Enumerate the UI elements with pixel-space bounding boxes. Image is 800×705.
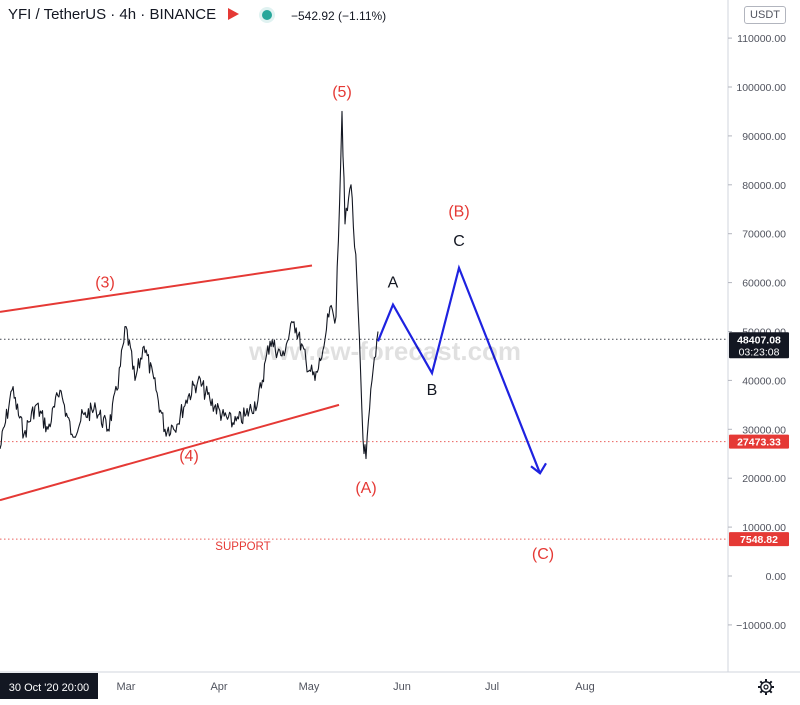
wave-label: (4) — [179, 448, 199, 465]
time-tick-label: Mar — [117, 681, 136, 693]
price-tag-countdown: 03:23:08 — [739, 346, 780, 358]
wave-label: B — [427, 382, 438, 399]
time-tick-label: Apr — [210, 681, 227, 693]
wave-label: C — [453, 233, 465, 250]
upper-trendline[interactable] — [0, 264, 313, 313]
wave-label: (3) — [95, 274, 115, 291]
crosshair-time-tag — [0, 673, 98, 699]
y-tick-label: 110000.00 — [737, 33, 786, 45]
price-change: −542.92 (−1.11%) — [291, 9, 387, 23]
flag-icon[interactable] — [228, 8, 239, 20]
time-tick-label: Jul — [485, 681, 499, 693]
y-tick-label: 20000.00 — [742, 473, 786, 485]
wave-label: (B) — [448, 204, 469, 221]
crosshair-time-label: 30 Oct '20 20:00 — [9, 682, 89, 694]
projection-path[interactable] — [376, 264, 542, 474]
y-tick-label: 60000.00 — [742, 278, 786, 290]
y-tick-label: −10000.00 — [736, 620, 786, 632]
watermark: www.ew-forecast.com — [248, 336, 521, 366]
wave-label: (C) — [532, 546, 554, 563]
y-tick-label: 70000.00 — [742, 229, 786, 241]
y-tick-label: 40000.00 — [742, 375, 786, 387]
price-tag-label: 7548.82 — [740, 534, 778, 546]
y-tick-label: 90000.00 — [742, 131, 786, 143]
time-tick-label: Aug — [575, 681, 595, 693]
lower-trendline[interactable] — [0, 403, 340, 502]
y-tick-label: 0.00 — [766, 571, 787, 583]
symbol-title[interactable]: YFI / TetherUS · 4h · BINANCE — [8, 6, 217, 23]
wave-label: A — [388, 274, 399, 291]
price-tag — [729, 532, 789, 547]
time-tick-label: May — [299, 681, 320, 693]
price-line — [0, 110, 379, 460]
y-tick-label: 80000.00 — [742, 180, 786, 192]
currency-button[interactable]: USDT — [744, 6, 786, 24]
price-tag — [729, 434, 789, 449]
time-tick-label: Jun — [393, 681, 411, 693]
y-tick-label: 100000.00 — [736, 82, 786, 94]
support-label: SUPPORT — [215, 541, 270, 553]
price-tag — [729, 332, 789, 359]
wave-label: (A) — [355, 480, 376, 497]
wave-label: (5) — [332, 84, 352, 101]
gear-icon[interactable] — [757, 678, 775, 696]
projection-arrowhead — [530, 462, 547, 475]
price-tag-label: 27473.33 — [737, 437, 781, 449]
y-tick-label: 10000.00 — [742, 522, 786, 534]
market-status-icon — [262, 10, 272, 20]
price-tag-label: 48407.08 — [737, 334, 781, 346]
y-tick-label: 30000.00 — [742, 424, 786, 436]
